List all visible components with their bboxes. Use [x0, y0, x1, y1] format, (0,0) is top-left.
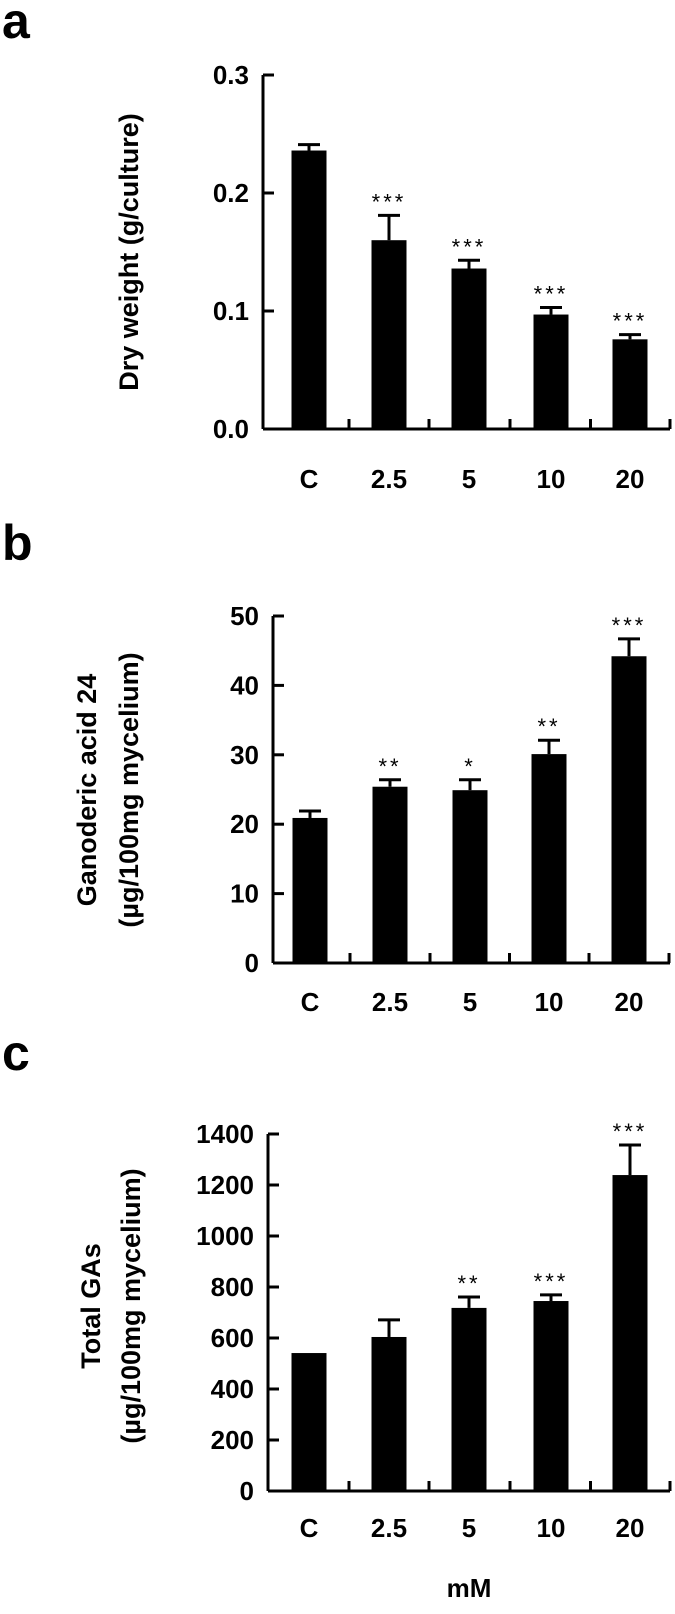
y-tick-label: 800 [211, 1272, 254, 1302]
y-tick-label: 0.3 [213, 60, 249, 90]
x-tick-label: 2.5 [371, 1513, 407, 1543]
bar [372, 786, 408, 963]
y-tick-label: 400 [211, 1374, 254, 1404]
significance-marker: *** [372, 189, 407, 214]
panel-label: c [2, 1025, 30, 1081]
x-tick-label: 2.5 [372, 987, 408, 1017]
significance-marker: * [464, 754, 476, 779]
significance-marker: *** [613, 309, 648, 334]
y-tick-label: 10 [230, 879, 259, 909]
y-axis-label: (µg/100mg mycelium) [116, 1168, 146, 1443]
bar [371, 1336, 407, 1491]
bar [612, 1175, 648, 1491]
x-tick-label: 10 [537, 1513, 566, 1543]
bar [291, 1353, 327, 1491]
y-tick-label: 0 [245, 948, 259, 978]
y-tick-label: 1200 [196, 1170, 254, 1200]
y-tick-label: 0.0 [213, 414, 249, 444]
bar [371, 240, 407, 429]
y-tick-label: 30 [230, 740, 259, 770]
bar [451, 1307, 487, 1491]
x-tick-label: C [300, 464, 319, 494]
y-tick-label: 50 [230, 601, 259, 631]
x-axis-label: mM [447, 1573, 492, 1603]
bar [452, 790, 488, 963]
y-axis-label: Ganoderic acid 24 [72, 674, 102, 907]
bar [612, 339, 648, 429]
y-tick-label: 1400 [196, 1119, 254, 1149]
bar [531, 754, 567, 963]
significance-marker: *** [534, 1269, 569, 1294]
y-tick-label: 40 [230, 670, 259, 700]
significance-marker: ** [378, 754, 401, 779]
x-tick-label: 2.5 [371, 464, 407, 494]
x-tick-label: 5 [462, 464, 476, 494]
x-tick-label: 20 [615, 987, 644, 1017]
y-tick-label: 0.1 [213, 296, 249, 326]
y-axis-label: Dry weight (g/culture) [114, 113, 144, 391]
y-axis-label: Total GAs [76, 1243, 106, 1369]
x-tick-label: 10 [537, 464, 566, 494]
y-tick-label: 20 [230, 809, 259, 839]
x-tick-label: 20 [616, 464, 645, 494]
panel-label: b [2, 515, 33, 571]
x-tick-label: 5 [463, 987, 477, 1017]
x-tick-label: C [300, 1513, 319, 1543]
y-tick-label: 0 [240, 1476, 254, 1506]
panel-label: a [2, 0, 31, 49]
significance-marker: ** [457, 1271, 480, 1296]
significance-marker: ** [537, 714, 560, 739]
x-tick-label: 5 [462, 1513, 476, 1543]
y-axis-label: (µg/100mg mycelium) [114, 652, 144, 927]
x-tick-label: 20 [616, 1513, 645, 1543]
significance-marker: *** [613, 1119, 648, 1144]
bar [291, 150, 327, 429]
significance-marker: *** [534, 281, 569, 306]
y-tick-label: 1000 [196, 1221, 254, 1251]
bar [451, 268, 487, 429]
bar [533, 314, 569, 429]
x-tick-label: C [301, 987, 320, 1017]
x-tick-label: 10 [535, 987, 564, 1017]
y-tick-label: 0.2 [213, 178, 249, 208]
bar [533, 1301, 569, 1491]
bar [292, 817, 328, 963]
y-tick-label: 600 [211, 1323, 254, 1353]
bar [611, 656, 647, 963]
significance-marker: *** [612, 613, 647, 638]
significance-marker: *** [452, 234, 487, 259]
y-tick-label: 200 [211, 1425, 254, 1455]
